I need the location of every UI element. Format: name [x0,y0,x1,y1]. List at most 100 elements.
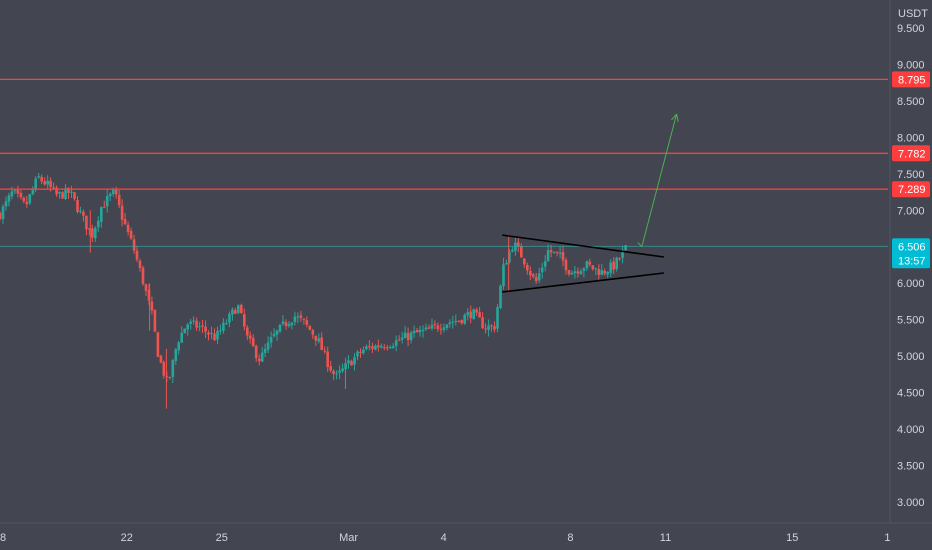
candle-body [347,360,350,364]
candle-body [91,228,94,238]
candle-body [457,320,461,322]
level-price-tag [892,71,930,88]
projection-arrow-line[interactable] [641,113,678,247]
candle-body [257,358,261,362]
candle-body [472,309,475,320]
price-tick-label: 9.000 [897,60,925,72]
candle-body [278,324,282,332]
candle-body [534,276,538,282]
candle-body [180,332,183,343]
candle-body [225,323,228,325]
candle-body [10,191,14,197]
candle-body [234,310,237,314]
candle-body [141,267,145,285]
candle-body [514,242,517,251]
candle-body [210,333,213,334]
candle-body [111,189,115,194]
candle-body [284,322,288,326]
candle-body [549,250,553,253]
candle-body [272,333,276,337]
candle-body [323,350,326,352]
current-price-tag-text: 6.506 [898,241,926,253]
candle-body [409,332,413,340]
candle-body [391,346,395,348]
candle-body [341,368,344,371]
candle-body [517,242,520,247]
candle-body [308,325,312,330]
candle-body [120,205,124,220]
candle-body [293,316,297,322]
triangle-trendline[interactable] [502,272,664,293]
candle-body [353,357,356,365]
candle-body [240,304,243,313]
price-tick-label: 3.500 [897,461,925,473]
candle-body [600,270,604,275]
time-axis[interactable]: 18 22 25 Mar 4 8 11 15 1 [0,532,890,544]
candle-body [132,239,136,251]
candle-body [213,333,216,341]
candle-body [621,250,624,258]
candle-body [570,272,574,275]
candle-body [606,272,609,275]
candle-body [368,346,371,348]
candle-body [320,337,323,350]
candle-body [386,347,389,349]
candle-body [243,314,246,327]
candle-body [403,332,407,338]
candle-body [248,335,252,339]
candle-body [389,347,392,348]
triangle-trendline[interactable] [502,234,665,258]
candle-body [451,321,455,323]
candle-body [46,180,49,185]
candle-body [335,373,338,375]
candle-body [564,259,568,271]
level-price-tag [892,181,930,198]
time-tick-label: 1 [884,532,890,544]
candle-body [192,320,195,322]
candle-body [311,330,315,335]
candle-body [189,321,192,324]
time-tick-label: 22 [121,532,133,544]
candle-body [61,192,64,199]
price-tick-label: 9.500 [897,23,925,35]
candle-body [537,273,541,281]
candle-body [365,346,368,349]
candle-body [469,311,472,319]
time-tick-label: 4 [441,532,447,544]
candle-body [502,264,505,286]
candle-body [114,189,118,195]
projection-arrow-head [676,113,679,122]
candle-body [576,271,580,274]
candle-body [383,347,386,349]
candle-body [332,370,335,374]
candle-body [567,270,571,275]
candle-body [543,261,547,267]
price-axis[interactable]: 9.5009.0008.5008.0007.5007.0006.5006.000… [897,23,925,509]
candle-body [85,215,88,230]
candle-body [263,348,267,353]
price-tick-label: 7.500 [897,169,925,181]
candle-body [201,325,204,327]
candle-body [0,213,2,219]
price-tick-label: 7.000 [897,205,925,217]
candle-body [22,197,26,202]
candle-body [546,250,550,261]
candle-body [25,201,29,204]
candle-body [305,320,309,325]
candle-body [433,324,437,326]
candle-body [460,320,463,324]
candle-body [195,320,198,328]
candle-body [448,322,452,325]
candle-body [76,200,79,212]
level-price-tag-text: 8.795 [898,74,926,86]
candle-body [43,181,46,185]
candle-body [424,327,428,330]
candle-body [508,251,511,263]
candle-body [362,349,365,354]
candle-body [302,318,306,320]
candle-body [529,271,532,276]
time-tick-label: 25 [216,532,228,544]
candle-body [204,326,207,332]
candle-body [275,330,279,335]
